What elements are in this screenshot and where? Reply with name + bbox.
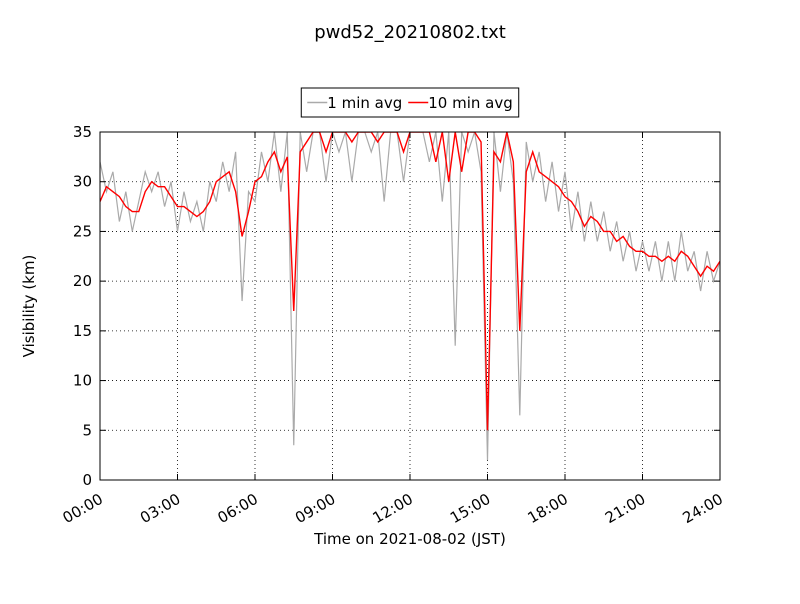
y-tick-label: 15 [73,322,92,340]
y-tick-label: 25 [73,222,92,240]
y-axis-label: Visibility (km) [20,255,38,358]
y-tick-label: 10 [73,372,92,390]
x-axis-label: Time on 2021-08-02 (JST) [313,530,506,548]
y-tick-label: 30 [73,173,92,191]
y-tick-label: 5 [82,421,92,439]
legend-label: 10 min avg [428,94,513,112]
y-tick-label: 0 [82,471,92,489]
y-tick-label: 35 [73,123,92,141]
chart-title: pwd52_20210802.txt [314,22,506,43]
legend-label: 1 min avg [327,94,402,112]
y-tick-label: 20 [73,272,92,290]
series-line [100,132,720,461]
plot-lines [100,132,720,461]
series-line [100,132,720,431]
legend: 1 min avg 10 min avg [300,87,520,118]
